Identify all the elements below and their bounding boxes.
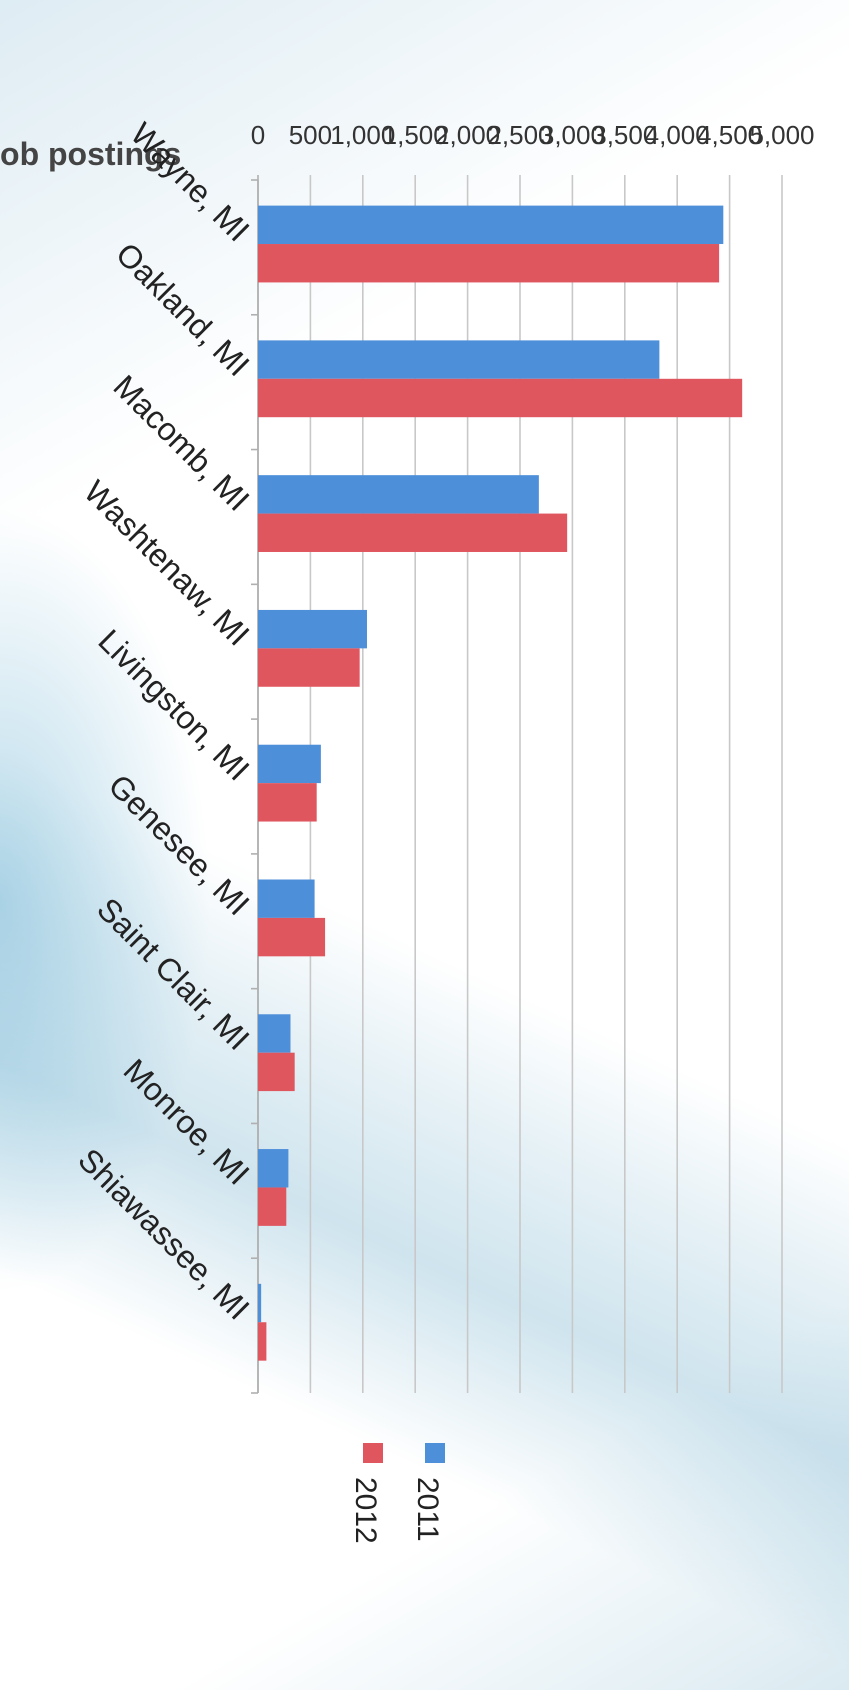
tick-label: 0 bbox=[251, 120, 265, 150]
bar-2012 bbox=[258, 783, 317, 821]
rotated-chart-group: Online job postings 05001,0001,5002,0002… bbox=[0, 116, 815, 1544]
legend-swatch-2012 bbox=[363, 1443, 383, 1463]
category-label: Monroe, MI bbox=[117, 1052, 257, 1192]
bar-2011 bbox=[258, 475, 539, 513]
legend-swatch-2011 bbox=[425, 1443, 445, 1463]
legend-label-2011: 2011 bbox=[411, 1477, 444, 1542]
category-label: Macomb, MI bbox=[107, 368, 257, 518]
bar-2011 bbox=[258, 610, 367, 648]
bar-2012 bbox=[258, 648, 360, 686]
bar-2012 bbox=[258, 1187, 286, 1225]
legend: 2011 2012 bbox=[349, 1443, 445, 1544]
bars bbox=[258, 206, 742, 1361]
tick-label: 5,000 bbox=[749, 120, 814, 150]
bar-2011 bbox=[258, 340, 659, 378]
tick-label: 500 bbox=[289, 120, 332, 150]
bar-2011 bbox=[258, 1284, 261, 1322]
bar-2011 bbox=[258, 745, 321, 783]
bar-2011 bbox=[258, 1149, 288, 1187]
bar-2012 bbox=[258, 1053, 295, 1091]
value-axis-ticks: 0 5001,0001,5002,0002,5003,0003,5004,0004… bbox=[251, 120, 815, 150]
bar-2011 bbox=[258, 879, 315, 917]
bar-2012 bbox=[258, 918, 325, 956]
bar-2011 bbox=[258, 1014, 290, 1052]
category-label: Oakland, MI bbox=[109, 236, 256, 383]
bar-2011 bbox=[258, 206, 723, 244]
bar-2012 bbox=[258, 1322, 266, 1360]
bar-2012 bbox=[258, 514, 567, 552]
legend-label-2012: 2012 bbox=[349, 1477, 382, 1544]
bar-2012 bbox=[258, 379, 742, 417]
bar-2012 bbox=[258, 244, 719, 282]
category-label: Wayne, MI bbox=[124, 116, 257, 249]
